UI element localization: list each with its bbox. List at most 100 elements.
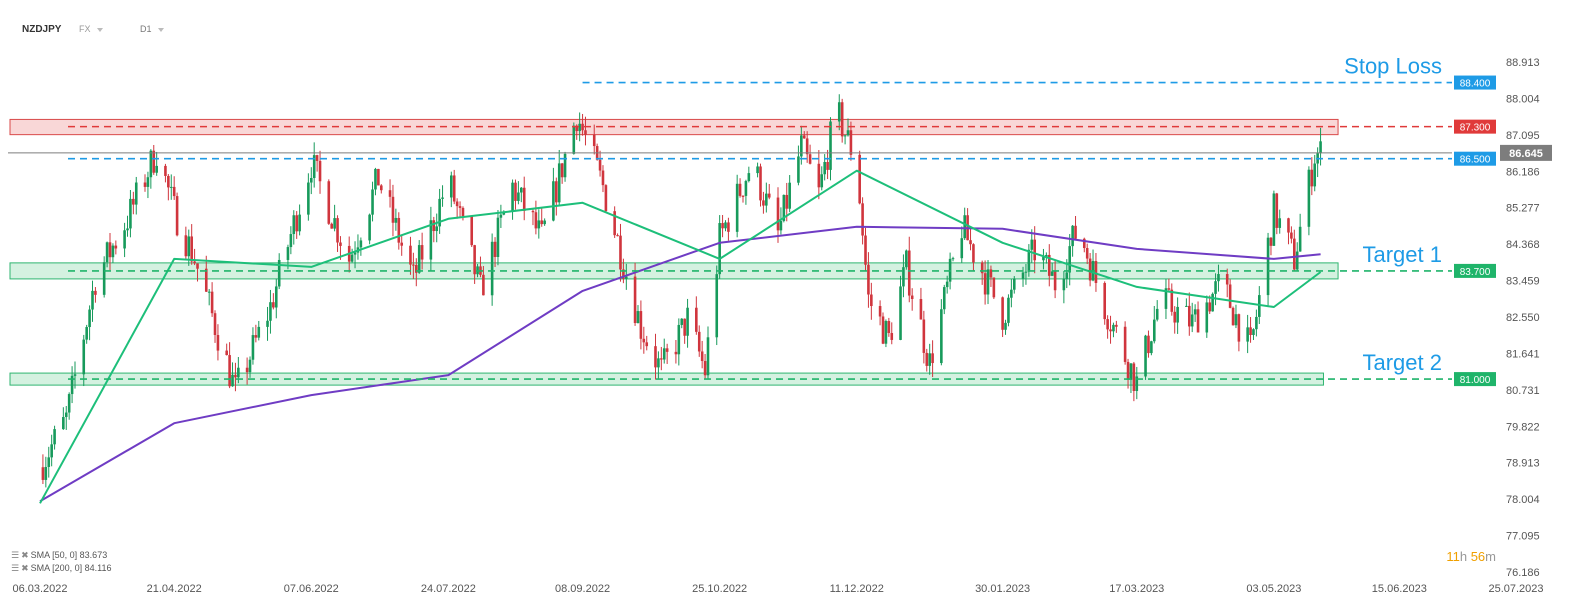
candle-body	[269, 302, 272, 321]
candle-body	[820, 174, 824, 188]
candle-body	[1001, 297, 1004, 330]
candle-body	[660, 358, 663, 360]
candle-body	[292, 215, 296, 235]
candle-body	[307, 182, 310, 215]
candle-body	[837, 102, 841, 122]
y-tick-label: 81.641	[1506, 348, 1540, 360]
candle-body	[435, 226, 439, 232]
candle-body	[394, 217, 398, 223]
candle-body	[228, 355, 231, 387]
candle-body	[817, 163, 821, 188]
candle-body	[1176, 306, 1179, 323]
candle-body	[572, 125, 576, 154]
target-zone	[9, 372, 1324, 386]
level-tag	[1454, 119, 1496, 134]
candle-body	[388, 190, 392, 197]
candle-body	[41, 467, 45, 480]
instrument-type-selector[interactable]: FX	[79, 24, 103, 34]
candle-body	[248, 359, 252, 373]
candle-body	[552, 181, 555, 221]
candle-body	[849, 130, 853, 155]
candle-body	[432, 220, 436, 232]
candle-body	[555, 181, 558, 203]
y-tick-label: 85.277	[1506, 203, 1540, 215]
candle-body	[400, 242, 404, 246]
candle-body	[391, 196, 395, 223]
candle-body	[470, 216, 474, 246]
candle-body	[735, 183, 739, 232]
close-icon[interactable]: ✖	[21, 563, 29, 573]
candle-body	[633, 276, 637, 324]
level-tag	[1454, 151, 1496, 166]
candle-body	[826, 162, 829, 170]
candle-body	[1208, 302, 1212, 312]
candle-body	[657, 358, 660, 368]
candle-body	[420, 245, 424, 260]
candle-body	[1012, 278, 1016, 290]
candle-body	[560, 163, 564, 178]
x-tick-label: 07.06.2022	[284, 583, 339, 595]
y-tick-label: 76.186	[1506, 567, 1540, 579]
candle-body	[1214, 281, 1217, 294]
candle-body	[318, 160, 322, 182]
list-icon[interactable]: ☰	[11, 550, 20, 560]
candle-body	[1190, 314, 1194, 327]
level-value-label: 81.000	[1460, 375, 1491, 386]
candle-body	[543, 220, 546, 225]
candle-body	[1094, 261, 1098, 283]
candle-body	[782, 194, 786, 221]
candle-body	[1050, 271, 1054, 276]
candle-body	[910, 295, 914, 299]
candle-body	[563, 153, 567, 178]
candle-body	[622, 269, 625, 279]
candle-body	[1123, 326, 1127, 362]
candle-body	[82, 339, 86, 375]
level-value-label: 86.500	[1460, 155, 1491, 166]
candle-body	[963, 215, 966, 239]
candle-body	[482, 274, 485, 296]
sma200-legend-value: 84.116	[84, 563, 112, 573]
sma50-legend[interactable]: ☰ ✖ SMA [50, 0] 83.673	[11, 550, 107, 561]
candle-body	[88, 309, 91, 328]
candle-body	[1187, 305, 1191, 327]
list-icon[interactable]: ☰	[11, 563, 20, 573]
timeframe-selector[interactable]: D1	[140, 24, 164, 34]
candle-body	[213, 313, 217, 335]
candle-body	[695, 307, 698, 332]
candle-body	[1010, 289, 1013, 298]
candle-body	[1319, 141, 1322, 154]
candle-body	[309, 178, 313, 183]
candle-body	[907, 250, 911, 296]
current-price-label: 86.645	[1509, 148, 1543, 160]
candle-body	[134, 182, 138, 205]
y-tick-label: 88.004	[1506, 93, 1540, 105]
candle-body	[1021, 272, 1025, 279]
close-icon[interactable]: ✖	[21, 550, 29, 560]
y-tick-label: 80.731	[1506, 385, 1540, 397]
candle-body	[531, 210, 535, 213]
y-tick-label: 83.459	[1506, 276, 1540, 288]
candle-body	[1255, 316, 1258, 330]
candle-body	[414, 265, 418, 273]
candle-body	[1007, 297, 1010, 323]
symbol-label[interactable]: NZDJPY	[22, 24, 62, 35]
level-value-label: 87.300	[1460, 123, 1491, 134]
candle-body	[951, 258, 955, 260]
candle-body	[724, 222, 727, 229]
sma200-legend[interactable]: ☰ ✖ SMA [200, 0] 84.116	[11, 563, 112, 574]
candle-body	[715, 274, 719, 338]
candle-body	[1144, 335, 1147, 377]
candle-body	[1193, 309, 1197, 315]
candle-body	[744, 181, 748, 196]
candle-body	[1170, 289, 1174, 312]
candle-countdown: 11h 56m	[1446, 549, 1496, 564]
candle-body	[1088, 258, 1092, 281]
candle-body	[858, 154, 861, 204]
candle-body	[339, 242, 342, 246]
candle-body	[662, 348, 666, 360]
candle-body	[1062, 278, 1066, 291]
level-tag	[1454, 372, 1496, 387]
x-tick-label: 30.01.2023	[975, 583, 1030, 595]
candle-body	[277, 259, 281, 287]
